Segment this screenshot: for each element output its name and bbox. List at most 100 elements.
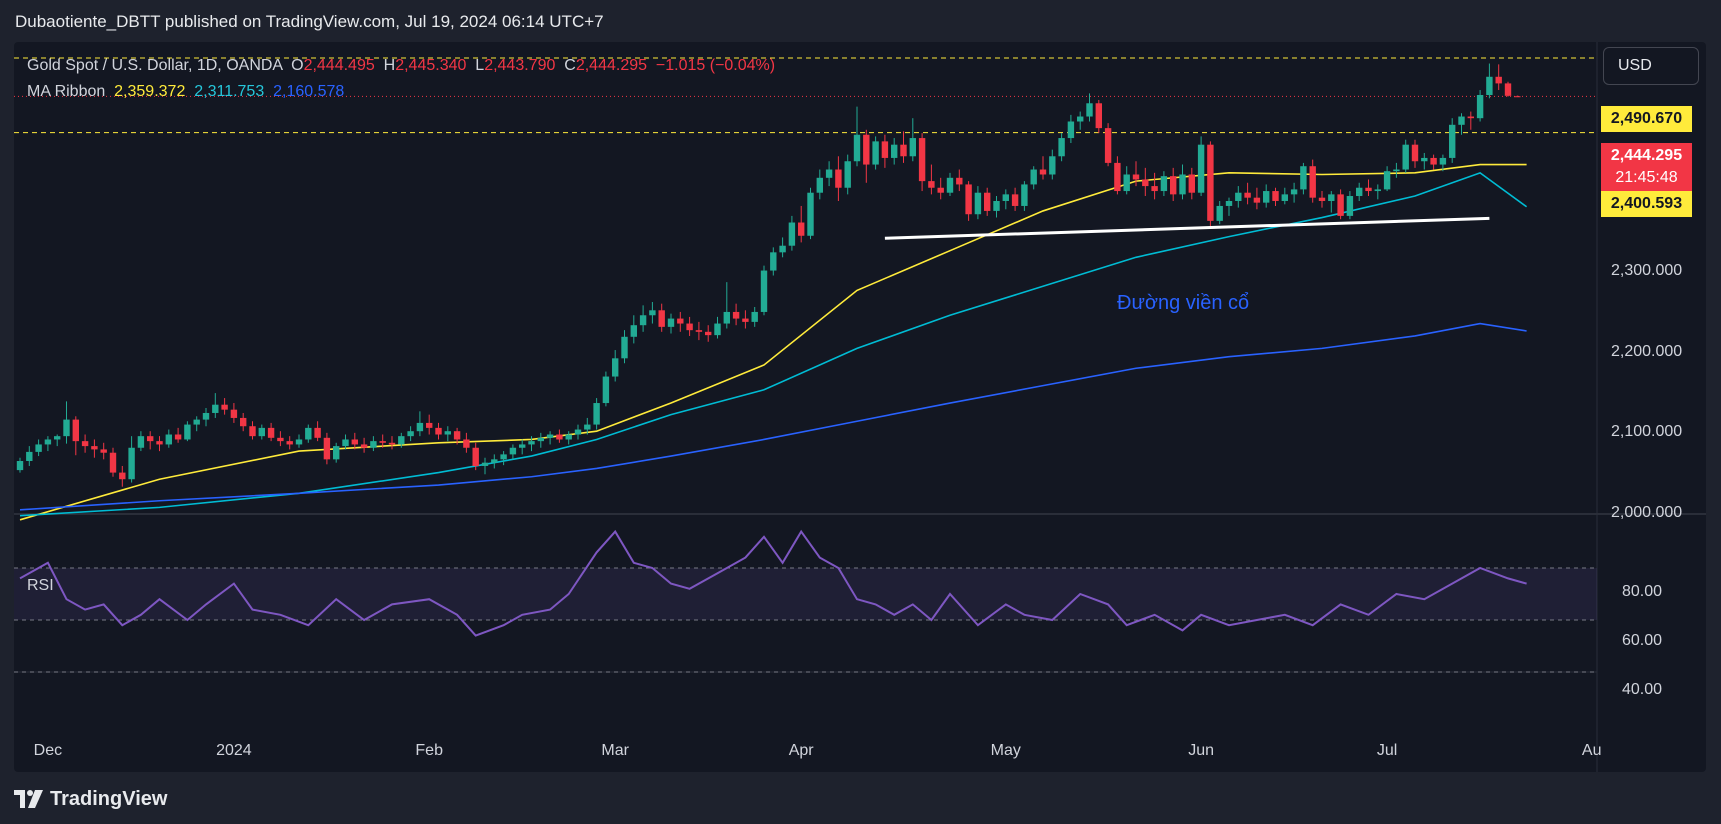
high-label: H bbox=[383, 57, 396, 74]
candle-up bbox=[1179, 174, 1186, 195]
candle-down bbox=[965, 184, 972, 215]
candle-down bbox=[1132, 174, 1140, 180]
candle-up bbox=[528, 441, 535, 445]
candle-up bbox=[26, 451, 33, 462]
candle-up bbox=[891, 144, 898, 158]
candle-up bbox=[165, 434, 172, 445]
candle-down bbox=[119, 472, 126, 480]
candle-up bbox=[184, 424, 191, 440]
candle-up bbox=[1328, 194, 1335, 201]
candle-down bbox=[1253, 197, 1261, 203]
open-value: 2,444.495 bbox=[303, 57, 375, 74]
candle-down bbox=[1272, 191, 1279, 201]
candle-up bbox=[537, 437, 544, 442]
candle-up bbox=[546, 434, 554, 438]
open-label: O bbox=[291, 57, 304, 74]
candle-down bbox=[1011, 194, 1019, 206]
candle-up bbox=[1486, 76, 1493, 95]
support-price-label: 2,400.593 bbox=[1601, 191, 1692, 217]
candle-down bbox=[72, 419, 79, 442]
candle-down bbox=[323, 437, 331, 460]
candle-down bbox=[388, 442, 396, 445]
candle-down bbox=[677, 318, 684, 324]
candle-down bbox=[695, 330, 703, 332]
candle-down bbox=[1504, 83, 1512, 96]
candle-down bbox=[360, 444, 368, 448]
candle-up bbox=[565, 434, 572, 440]
candle-up bbox=[593, 403, 600, 425]
symbol-title[interactable]: Gold Spot / U.S. Dollar, 1D, OANDA bbox=[27, 57, 283, 74]
close-label: C bbox=[564, 57, 576, 74]
candle-down bbox=[81, 441, 89, 447]
candle-up bbox=[509, 447, 517, 455]
chart-legend: Gold Spot / U.S. Dollar, 1D, OANDA O2,44… bbox=[27, 53, 775, 105]
candle-down bbox=[379, 441, 386, 443]
candle-up bbox=[1160, 176, 1168, 192]
candle-up bbox=[1458, 116, 1465, 125]
close-value: 2,444.295 bbox=[575, 57, 648, 74]
ma-mid-value: 2,311.753 bbox=[194, 83, 265, 100]
rsi-band bbox=[14, 568, 1597, 620]
neckline-annotation[interactable]: Đường viền cổ bbox=[1117, 292, 1250, 314]
candle-down bbox=[1095, 103, 1102, 129]
candle-up bbox=[1346, 196, 1354, 216]
low-label: L bbox=[475, 57, 485, 74]
time-axis-tick: Feb bbox=[415, 742, 443, 759]
candle-up bbox=[816, 177, 823, 193]
candle-up bbox=[574, 429, 582, 435]
candle-up bbox=[807, 192, 814, 236]
candle-down bbox=[863, 134, 870, 165]
candle-up bbox=[481, 462, 489, 466]
rsi-line bbox=[19, 529, 1527, 637]
candle-up bbox=[193, 419, 200, 425]
rsi-axis-tick: 80.00 bbox=[1622, 583, 1663, 600]
candle-up bbox=[853, 134, 861, 162]
candle-down bbox=[91, 446, 98, 450]
candle-up bbox=[63, 419, 70, 437]
candle-down bbox=[1365, 187, 1372, 192]
chart-canvas[interactable] bbox=[14, 42, 1706, 772]
candle-up bbox=[519, 444, 526, 448]
candle-down bbox=[472, 447, 479, 466]
footer-branding: TradingView bbox=[14, 784, 167, 814]
candle-up bbox=[825, 169, 833, 178]
candle-up bbox=[1077, 116, 1084, 122]
candle-up bbox=[770, 252, 777, 271]
candle-down bbox=[556, 434, 563, 440]
time-axis-tick: Jun bbox=[1188, 742, 1214, 759]
candle-up bbox=[1021, 184, 1028, 206]
candle-down bbox=[900, 144, 907, 157]
candle-down bbox=[742, 318, 749, 322]
candle-up bbox=[751, 311, 758, 322]
time-axis-tick: Mar bbox=[601, 742, 629, 759]
ma-fast-line bbox=[19, 163, 1527, 521]
ma-ribbon-label[interactable]: MA Ribbon bbox=[27, 83, 106, 100]
candle-down bbox=[221, 404, 228, 410]
candle-down bbox=[918, 138, 926, 182]
candle-up bbox=[1300, 166, 1307, 190]
price-axis-tick: 2,100.000 bbox=[1611, 423, 1683, 440]
candle-up bbox=[1449, 124, 1456, 158]
currency-button[interactable]: USD bbox=[1603, 47, 1699, 85]
ma-legend-row: MA Ribbon 2,359.372 2,311.753 2,160.578 bbox=[27, 79, 775, 105]
candle-down bbox=[984, 192, 991, 211]
tradingview-logo-icon bbox=[14, 790, 43, 808]
candle-up bbox=[202, 412, 210, 420]
candle-down bbox=[881, 141, 889, 158]
time-axis-tick: May bbox=[990, 742, 1021, 759]
candle-up bbox=[760, 270, 768, 312]
candle-down bbox=[1151, 186, 1158, 192]
price-axis-tick: 2,000.000 bbox=[1611, 504, 1683, 521]
candle-up bbox=[407, 431, 414, 437]
rsi-indicator-label[interactable]: RSI bbox=[27, 577, 54, 594]
candle-up bbox=[491, 459, 498, 463]
candle-down bbox=[1430, 157, 1437, 165]
high-value: 2,445.340 bbox=[395, 57, 467, 74]
candle-up bbox=[137, 436, 145, 448]
candle-up bbox=[946, 177, 954, 193]
candle-up bbox=[1058, 138, 1065, 157]
candle-down bbox=[835, 169, 842, 188]
candle-down bbox=[1114, 162, 1121, 192]
low-value: 2,443.790 bbox=[484, 57, 556, 74]
candle-down bbox=[463, 439, 470, 448]
